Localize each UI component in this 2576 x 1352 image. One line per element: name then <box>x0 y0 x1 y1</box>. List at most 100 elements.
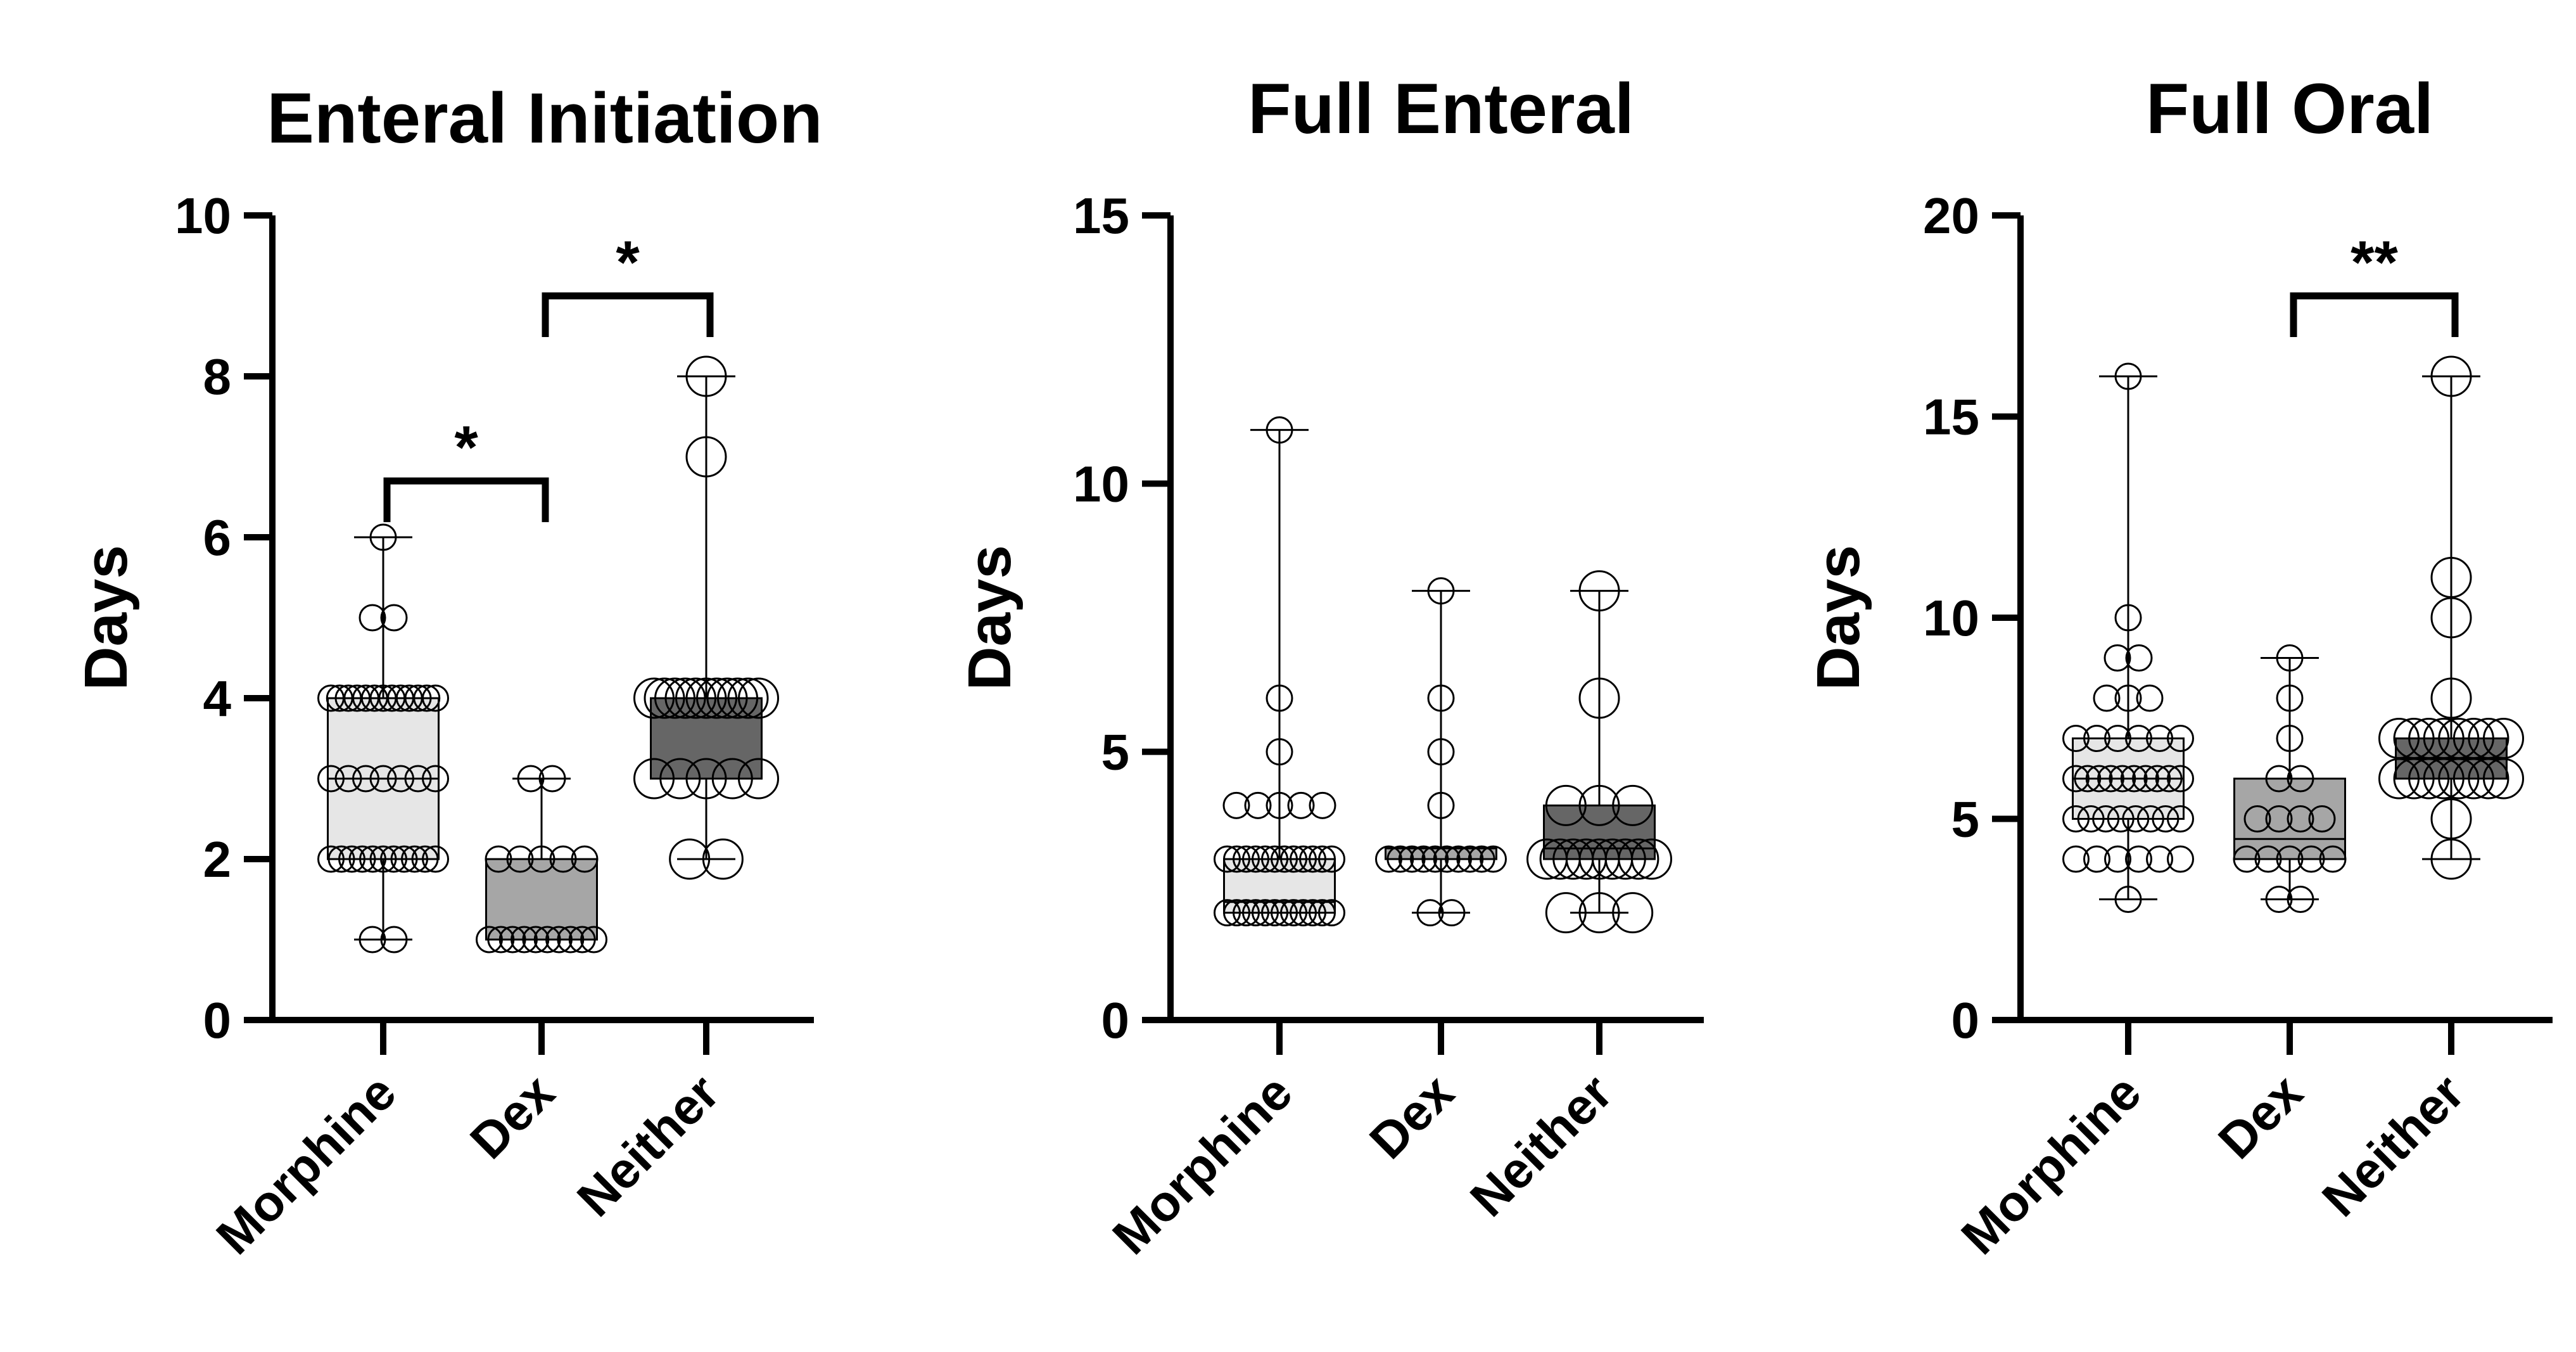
data-point <box>1578 570 1620 612</box>
data-point <box>2430 557 2472 598</box>
data-point <box>2243 805 2271 832</box>
data-point <box>2155 765 2183 793</box>
y-tick-label: 15 <box>1073 188 1129 244</box>
data-point <box>1309 791 1336 819</box>
data-point <box>654 677 695 719</box>
data-point <box>2265 765 2293 793</box>
significance-bracket <box>383 477 549 523</box>
data-point <box>711 758 753 800</box>
box <box>1543 804 1656 860</box>
data-point <box>2114 604 2142 632</box>
data-point <box>358 604 386 632</box>
data-point <box>422 845 449 873</box>
data-point <box>2430 677 2472 719</box>
data-point <box>1578 892 1620 934</box>
data-point <box>380 604 408 632</box>
data-point <box>1318 899 1345 927</box>
data-point <box>1222 791 1250 819</box>
data-point <box>2104 845 2131 873</box>
data-point <box>511 926 538 953</box>
data-point <box>1261 845 1288 873</box>
data-point <box>2276 644 2304 672</box>
data-point <box>1480 845 1507 873</box>
data-point <box>387 765 414 793</box>
data-point <box>1309 845 1336 873</box>
data-point <box>2287 765 2314 793</box>
data-point <box>1456 845 1484 873</box>
significance-bracket <box>542 292 714 337</box>
data-point <box>1287 791 1315 819</box>
data-point <box>2107 805 2135 832</box>
data-point <box>1375 845 1402 873</box>
data-point <box>702 838 744 880</box>
data-point <box>2276 684 2304 712</box>
data-point <box>2062 765 2090 793</box>
data-point <box>2430 355 2472 397</box>
data-point <box>1578 677 1620 719</box>
y-tick-label: 8 <box>203 348 232 405</box>
category-label: Dex <box>459 1064 565 1170</box>
category-label: Morphine <box>1102 1064 1303 1265</box>
data-point <box>506 845 534 873</box>
data-point <box>1233 845 1260 873</box>
data-point <box>706 677 748 719</box>
data-point <box>1416 899 1444 927</box>
data-point <box>1427 738 1455 766</box>
data-point <box>1631 838 1672 880</box>
data-point <box>2114 886 2142 913</box>
data-point <box>2265 886 2293 913</box>
data-point <box>380 845 407 873</box>
data-point <box>522 926 550 953</box>
data-point <box>580 926 607 953</box>
data-point <box>2083 845 2110 873</box>
data-point <box>404 765 432 793</box>
data-point <box>1242 899 1269 927</box>
data-point <box>633 758 675 800</box>
data-point <box>2062 725 2090 752</box>
data-point <box>2297 845 2325 873</box>
data-point <box>2319 845 2347 873</box>
data-point <box>2423 718 2465 759</box>
data-point <box>422 765 449 793</box>
significance-bracket <box>2290 292 2459 337</box>
data-point <box>1612 892 1654 934</box>
y-tick-label: 15 <box>1923 389 1979 445</box>
data-point <box>1445 845 1472 873</box>
data-point <box>669 838 711 880</box>
data-point <box>498 926 526 953</box>
data-point <box>1468 845 1495 873</box>
panel-enteral-initiation: Enteral Initiation Days 0 2 4 6 8 10 Morphine Dex… <box>72 79 823 1265</box>
data-point <box>2452 718 2494 759</box>
data-point <box>352 765 379 793</box>
data-point <box>2103 644 2131 672</box>
data-point <box>1271 845 1298 873</box>
data-point <box>422 684 449 712</box>
data-point <box>1280 845 1307 873</box>
data-point <box>348 845 376 873</box>
data-point <box>538 765 566 793</box>
y-axis-label: Days <box>956 545 1024 691</box>
data-point <box>2093 684 2121 712</box>
data-point <box>334 765 362 793</box>
data-point <box>557 926 585 953</box>
data-point <box>2143 765 2171 793</box>
data-point <box>380 926 408 953</box>
data-point <box>2085 765 2113 793</box>
data-point <box>1604 838 1646 880</box>
data-point <box>2378 718 2420 759</box>
data-point <box>1290 899 1317 927</box>
data-point <box>1261 899 1288 927</box>
data-point <box>2122 805 2150 832</box>
y-axis-label: Days <box>72 545 140 691</box>
data-point <box>1214 899 1241 927</box>
data-point <box>369 845 397 873</box>
data-point <box>369 523 397 551</box>
data-point <box>327 845 355 873</box>
data-point <box>2120 765 2148 793</box>
data-point <box>476 926 503 953</box>
data-point <box>633 677 675 719</box>
data-point <box>568 926 596 953</box>
data-point <box>369 765 397 793</box>
data-point <box>2167 805 2194 832</box>
